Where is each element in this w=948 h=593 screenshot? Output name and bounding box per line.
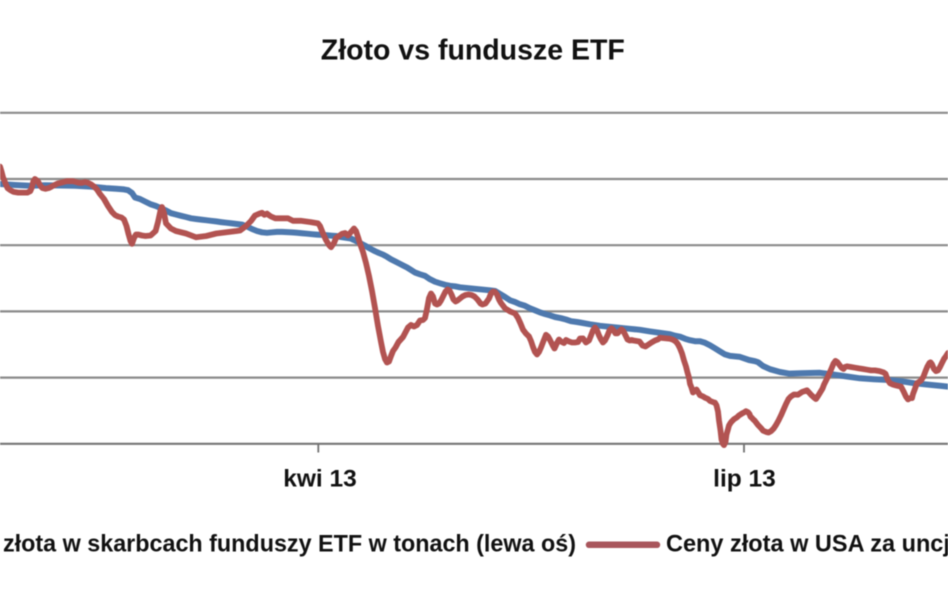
svg-text:lip 13: lip 13: [713, 465, 776, 492]
svg-text:Złoto vs fundusze ETF: Złoto vs fundusze ETF: [321, 35, 625, 67]
svg-text:kwi 13: kwi 13: [283, 465, 357, 492]
svg-text:Ceny złota w USA za uncję: Ceny złota w USA za uncję: [666, 531, 948, 558]
svg-text:złota w skarbcach funduszy ETF: złota w skarbcach funduszy ETF w tonach …: [3, 531, 576, 558]
